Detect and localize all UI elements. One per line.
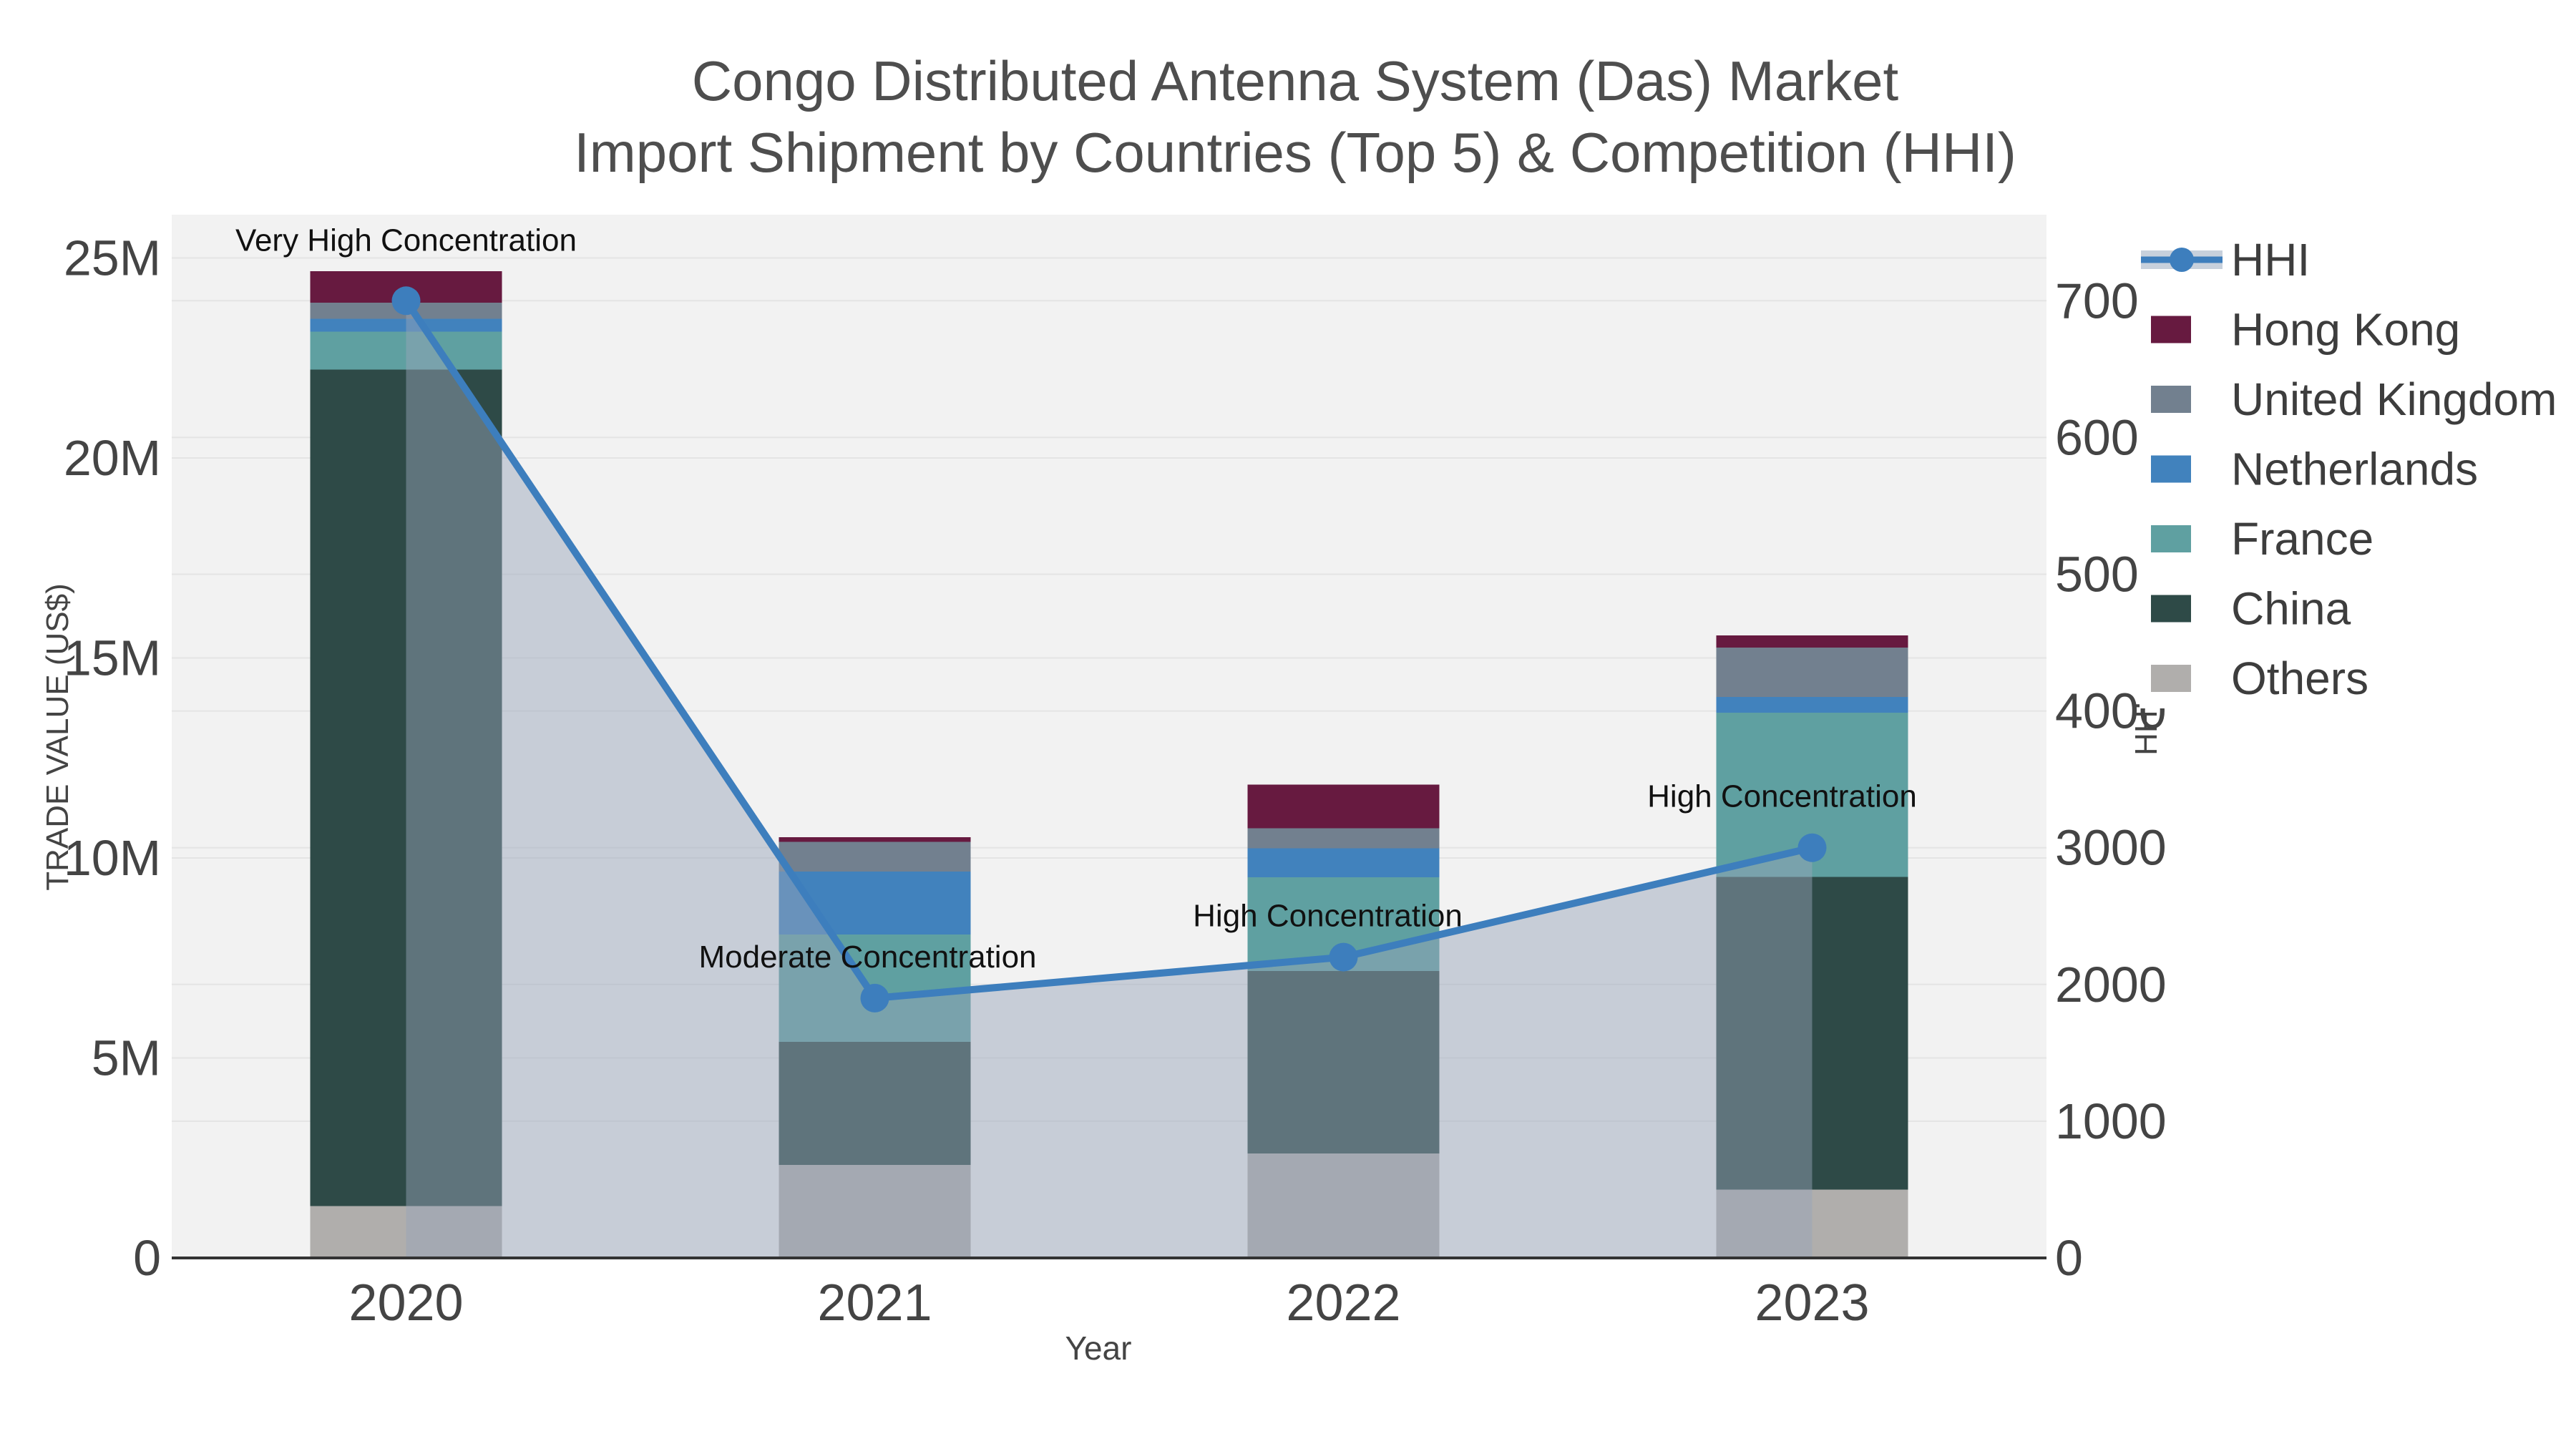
legend-label: United Kingdom — [2231, 374, 2557, 425]
annotation-2020: Very High Concentration — [235, 223, 577, 258]
y-right-tick-3000: 3000 — [2055, 820, 2167, 876]
y-right-tick-2000: 2000 — [2055, 957, 2167, 1013]
bar-segment-netherlands-2022[interactable] — [1247, 847, 1440, 878]
y-right-tick-1000: 1000 — [2055, 1093, 2167, 1149]
chart-title: Congo Distributed Antenna System (Das) M… — [692, 49, 1899, 112]
bar-segment-hong_kong-2023[interactable] — [1716, 635, 1908, 648]
bar-segment-china-2020[interactable] — [310, 369, 502, 1206]
annotations: Very High Concentration Moderate Concentr… — [235, 223, 1917, 975]
x-tick-2023: 2023 — [1755, 1274, 1869, 1332]
bar-segment-china-2023[interactable] — [1716, 876, 1908, 1190]
y-left-tick-25M: 25M — [64, 230, 161, 286]
y-left-tick-20M: 20M — [64, 430, 161, 486]
legend-hhi-marker-icon — [2170, 248, 2194, 272]
bar-segment-others-2023[interactable] — [1716, 1189, 1908, 1259]
y-axis-title-left: TRADE VALUE (US$) — [40, 583, 75, 891]
bar-segment-others-2020[interactable] — [310, 1205, 502, 1259]
x-axis-title: Year — [1065, 1330, 1132, 1367]
legend-item-others[interactable]: Others — [2151, 653, 2368, 704]
legend-swatch-france — [2151, 525, 2191, 552]
hhi-area-fill — [406, 301, 1813, 1258]
hhi-marker-2023[interactable] — [1797, 833, 1827, 862]
legend-label: HHI — [2231, 234, 2310, 286]
annotation-2021: Moderate Concentration — [698, 940, 1036, 975]
x-tick-2021: 2021 — [817, 1274, 932, 1332]
y-left-tick-10M: 10M — [64, 830, 161, 886]
legend-swatch-united-kingdom — [2151, 386, 2191, 413]
y-axis-title-right: HHI — [2129, 701, 2164, 756]
legend-swatch-hong-kong — [2151, 316, 2191, 343]
bar-segment-others-2021[interactable] — [779, 1164, 971, 1259]
hhi-marker-2022[interactable] — [1329, 942, 1358, 972]
annotation-2022: High Concentration — [1193, 899, 1463, 934]
legend: HHI Hong Kong United Kingdom Netherlands Fra… — [2140, 222, 2576, 708]
x-tick-2020: 2020 — [348, 1274, 463, 1332]
bar-segment-netherlands-2020[interactable] — [310, 318, 502, 332]
hhi-line[interactable] — [403, 298, 1813, 1002]
hhi-markers — [391, 286, 1827, 1013]
legend-item-netherlands[interactable]: Netherlands — [2151, 444, 2478, 495]
bar-segment-hong_kong-2022[interactable] — [1247, 784, 1440, 829]
legend-swatch-netherlands — [2151, 455, 2191, 483]
chart-subtitle: Import Shipment by Countries (Top 5) & C… — [574, 121, 2016, 184]
legend-swatch-others — [2151, 665, 2191, 692]
bar-segment-netherlands-2023[interactable] — [1716, 696, 1908, 713]
legend-item-france[interactable]: France — [2151, 513, 2373, 565]
annotation-2023: High Concentration — [1647, 779, 1917, 814]
legend-label: Hong Kong — [2231, 304, 2460, 356]
legend-item-hong-kong[interactable]: Hong Kong — [2151, 304, 2460, 356]
legend-label: Netherlands — [2231, 444, 2478, 495]
legend-item-china[interactable]: China — [2151, 583, 2351, 635]
y-right-tick-0: 0 — [2055, 1230, 2083, 1286]
bar-segment-france-2020[interactable] — [310, 331, 502, 370]
x-axis-tick-labels: 2020 2021 2022 2023 — [348, 1274, 1869, 1332]
bar-segment-hong_kong-2021[interactable] — [779, 836, 971, 842]
legend-item-hhi[interactable]: HHI — [2141, 234, 2310, 286]
y-left-tick-15M: 15M — [64, 630, 161, 686]
legend-label: France — [2231, 513, 2373, 565]
bar-segment-united_kingdom-2022[interactable] — [1247, 827, 1440, 849]
bar-segment-united_kingdom-2023[interactable] — [1716, 647, 1908, 697]
legend-label: China — [2231, 583, 2351, 635]
bar-segment-china-2022[interactable] — [1247, 970, 1440, 1153]
legend-background — [2140, 222, 2576, 708]
legend-swatch-china — [2151, 595, 2191, 623]
bar-segment-united_kingdom-2021[interactable] — [779, 841, 971, 872]
legend-label: Others — [2231, 653, 2368, 704]
legend-item-united-kingdom[interactable]: United Kingdom — [2151, 374, 2557, 425]
bar-segment-china-2021[interactable] — [779, 1041, 971, 1165]
y-axis-left-tick-labels: 0 5M 10M 15M 20M 25M — [64, 230, 161, 1287]
hhi-marker-2021[interactable] — [860, 983, 889, 1013]
bar-segment-others-2022[interactable] — [1247, 1152, 1440, 1259]
hhi-marker-2020[interactable] — [391, 286, 421, 316]
y-left-tick-0: 0 — [133, 1230, 161, 1286]
x-tick-2022: 2022 — [1286, 1274, 1400, 1332]
y-left-tick-5M: 5M — [92, 1030, 161, 1086]
